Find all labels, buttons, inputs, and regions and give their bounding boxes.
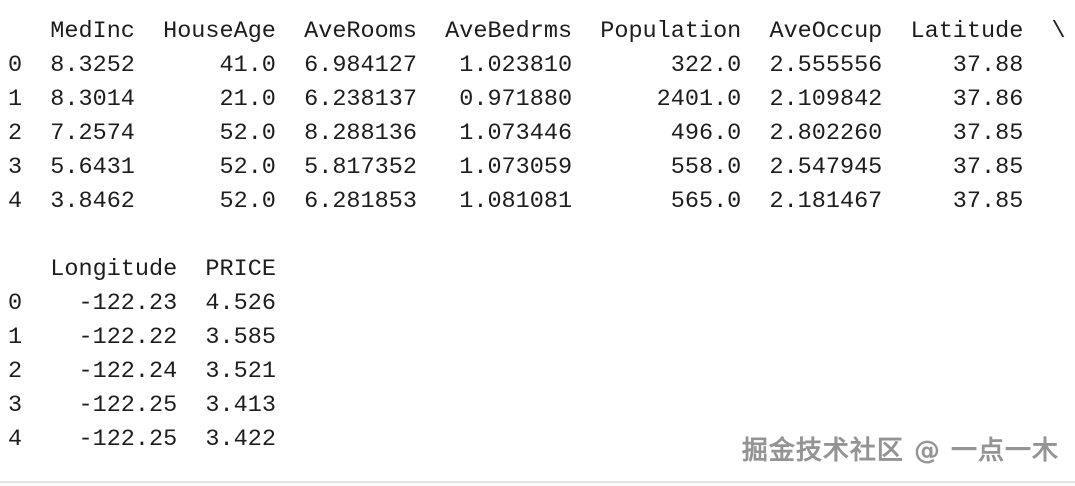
column-header: Longitude: [50, 256, 178, 283]
cell-value: -122.23: [78, 290, 178, 317]
cell-value: 3.521: [205, 358, 276, 385]
row-index: 4: [8, 426, 23, 453]
cell-value: 52.0: [219, 120, 276, 147]
watermark: 掘金技术社区 @ 一点一木: [741, 436, 1059, 466]
table-row: 1 -122.22 3.585: [8, 321, 1066, 355]
cell-value: 3.422: [205, 426, 276, 453]
cell-value: 8.288136: [304, 120, 417, 147]
row-index: 2: [8, 358, 23, 385]
cell-value: 6.281853: [304, 188, 417, 215]
cell-value: 1.023810: [459, 52, 573, 79]
column-header: Latitude: [910, 18, 1024, 45]
header-row: Longitude PRICE: [8, 253, 1066, 287]
cell-value: -122.25: [78, 392, 178, 419]
column-header: AveOccup: [769, 18, 883, 45]
cell-value: 52.0: [219, 154, 276, 181]
cell-value: 4.526: [205, 290, 276, 317]
table-row: 4 3.8462 52.0 6.281853 1.081081 565.0 2.181467…: [8, 185, 1066, 219]
cell-value: 37.85: [952, 188, 1024, 215]
table-row: 0 8.3252 41.0 6.984127 1.023810 322.0 2.555556…: [8, 49, 1066, 83]
cell-value: -122.25: [78, 426, 178, 453]
cell-value: 2.181467: [769, 188, 883, 215]
cell-value: 1.073446: [459, 120, 573, 147]
row-index: 1: [8, 86, 23, 113]
cell-value: -122.24: [78, 358, 178, 385]
cell-value: 3.585: [205, 324, 276, 351]
dataframe-output: MedInc HouseAge AveRooms AveBedrms Populatio…: [8, 15, 1066, 457]
cell-value: 322.0: [670, 52, 742, 79]
cell-value: 21.0: [219, 86, 276, 113]
cell-value: 2.555556: [769, 52, 883, 79]
row-index: 1: [8, 324, 23, 351]
cell-value: 1.081081: [459, 188, 573, 215]
cell-value: 2.109842: [769, 86, 883, 113]
bottom-divider: [0, 481, 1075, 486]
dataframe-head-block-1: MedInc HouseAge AveRooms AveBedrms Populatio…: [8, 15, 1066, 219]
row-index: 0: [8, 52, 23, 79]
cell-value: 5.6431: [50, 154, 135, 181]
cell-value: 3.8462: [50, 188, 135, 215]
row-index: 2: [8, 120, 23, 147]
header-row: MedInc HouseAge AveRooms AveBedrms Populatio…: [8, 15, 1066, 49]
cell-value: 8.3252: [50, 52, 135, 79]
row-index: 3: [8, 392, 23, 419]
row-index: 3: [8, 154, 23, 181]
cell-value: 2.802260: [769, 120, 883, 147]
column-header: HouseAge: [163, 18, 276, 45]
cell-value: 5.817352: [304, 154, 417, 181]
dataframe-head-block-2: Longitude PRICE 0 -122.23 4.526 1 -122.22 3.585…: [8, 253, 1066, 457]
cell-value: 565.0: [670, 188, 742, 215]
row-index: 0: [8, 290, 23, 317]
table-row: 3 -122.25 3.413: [8, 389, 1066, 423]
cell-value: 6.238137: [304, 86, 417, 113]
column-header: Population: [600, 18, 742, 45]
column-header: PRICE: [205, 256, 276, 283]
cell-value: -122.22: [78, 324, 178, 351]
row-index: 4: [8, 188, 23, 215]
cell-value: 496.0: [670, 120, 742, 147]
table-row: 2 7.2574 52.0 8.288136 1.073446 496.0 2.802260…: [8, 117, 1066, 151]
cell-value: 558.0: [670, 154, 742, 181]
cell-value: 2401.0: [656, 86, 742, 113]
cell-value: 7.2574: [50, 120, 135, 147]
table-row: 4 -122.25 3.422: [8, 423, 1066, 457]
cell-value: 6.984127: [304, 52, 417, 79]
table-row: 2 -122.24 3.521: [8, 355, 1066, 389]
cell-value: 37.85: [952, 154, 1024, 181]
cell-value: 37.85: [952, 120, 1024, 147]
table-row: 0 -122.23 4.526: [8, 287, 1066, 321]
column-header: AveBedrms: [445, 18, 573, 45]
cell-value: 52.0: [219, 188, 276, 215]
cell-value: 41.0: [219, 52, 276, 79]
cell-value: 2.547945: [769, 154, 883, 181]
cell-value: 1.073059: [459, 154, 573, 181]
cell-value: 37.88: [952, 52, 1024, 79]
cell-value: 8.3014: [50, 86, 135, 113]
line-continuation: \: [1051, 18, 1066, 45]
table-row: 1 8.3014 21.0 6.238137 0.971880 2401.0 2.10984…: [8, 83, 1066, 117]
column-header: AveRooms: [304, 18, 417, 45]
cell-value: 0.971880: [459, 86, 573, 113]
table-row: 3 5.6431 52.0 5.817352 1.073059 558.0 2.547945…: [8, 151, 1066, 185]
cell-value: 37.86: [952, 86, 1024, 113]
cell-value: 3.413: [205, 392, 276, 419]
column-header: MedInc: [50, 18, 135, 45]
